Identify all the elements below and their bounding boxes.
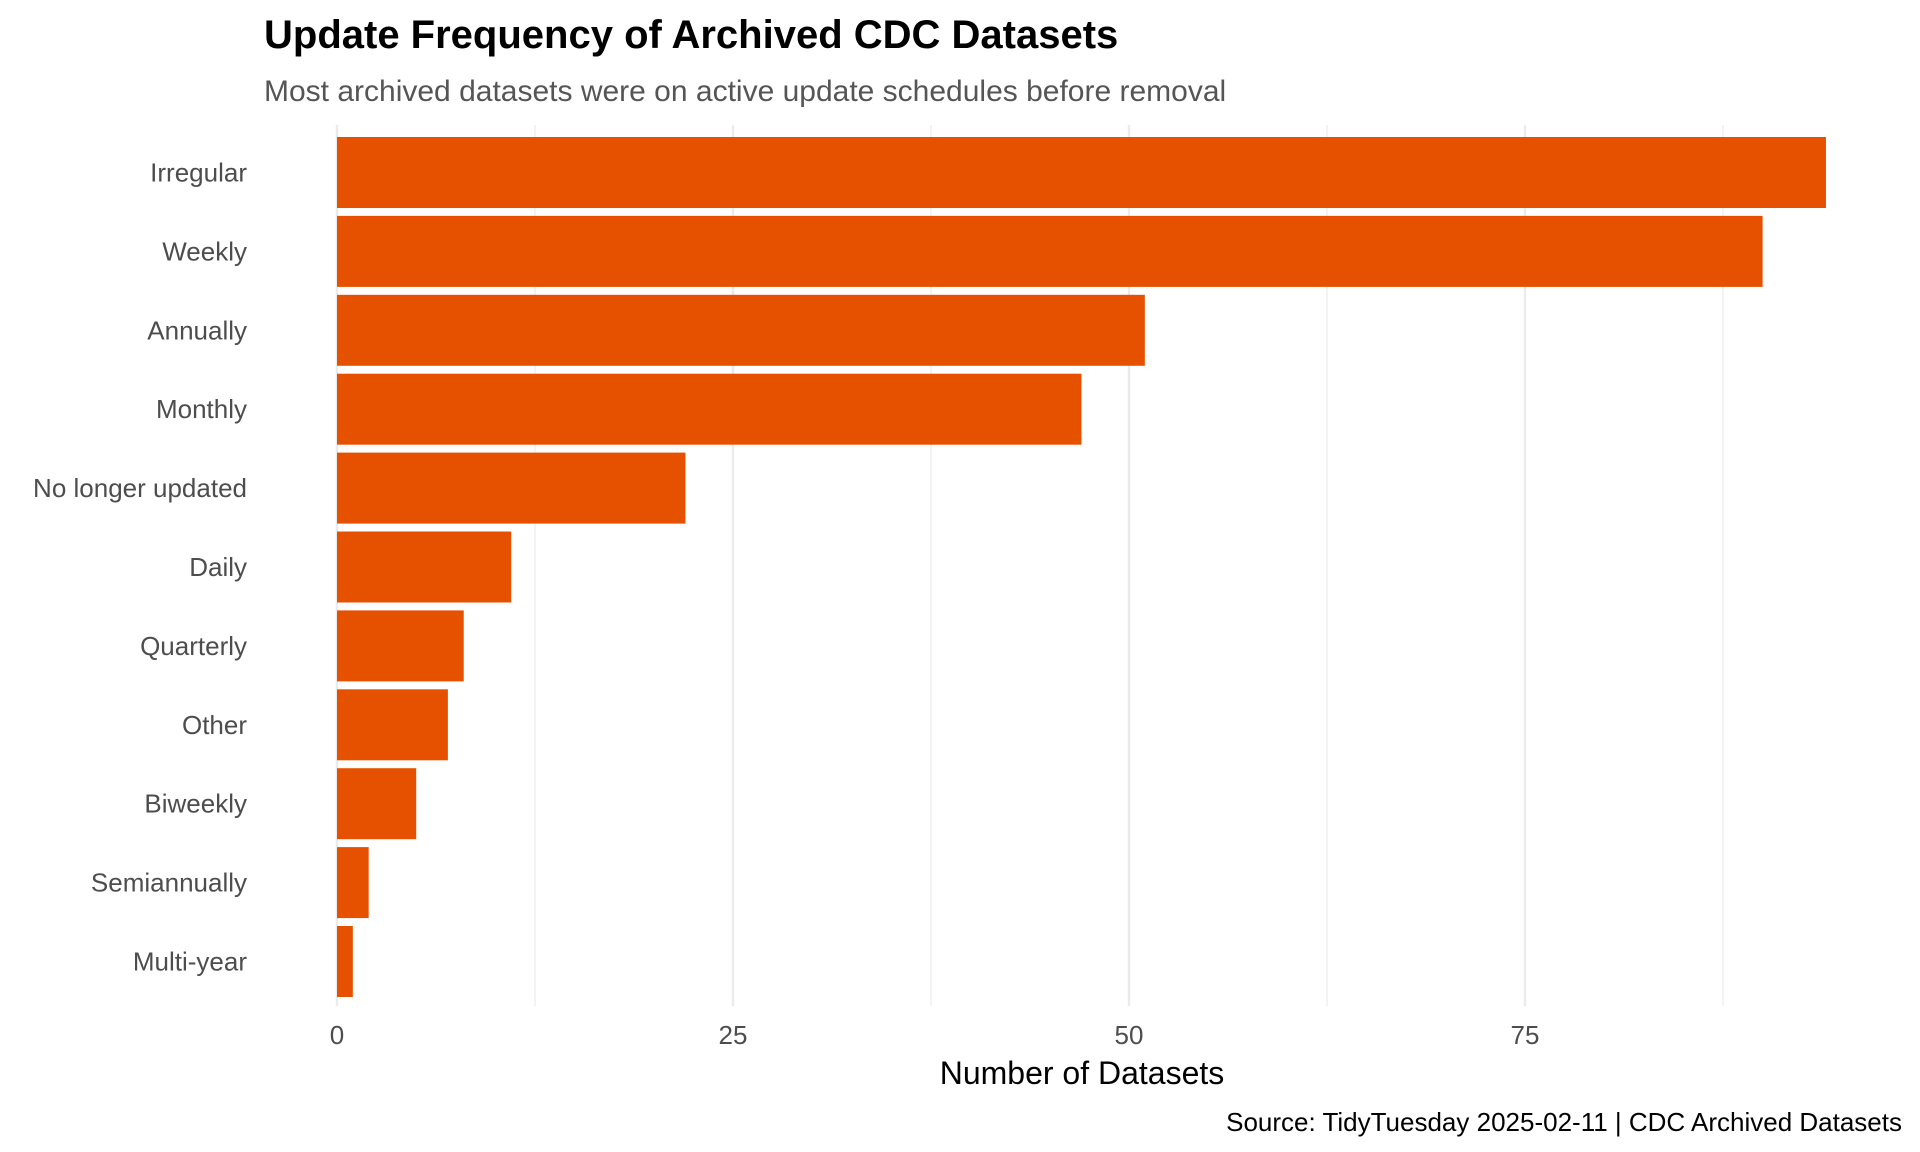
chart-caption: Source: TidyTuesday 2025-02-11 | CDC Arc… (1226, 1107, 1902, 1137)
bar-biweekly (337, 768, 417, 840)
bar-no-longer-updated (337, 452, 686, 524)
y-tick-label: Multi-year (133, 947, 247, 977)
y-tick-label: Weekly (162, 236, 247, 266)
bar-other (337, 689, 448, 761)
x-axis-labels: 0 25 50 75 (330, 1020, 1540, 1050)
y-tick-label: Biweekly (144, 789, 247, 819)
y-tick-label: Semiannually (91, 868, 247, 898)
bar-daily (337, 531, 512, 603)
bars (337, 137, 1826, 997)
y-tick-label: Quarterly (140, 631, 247, 661)
bar-weekly (337, 215, 1763, 287)
y-tick-label: Irregular (150, 158, 247, 188)
bar-irregular (337, 137, 1826, 208)
y-axis-labels: Irregular Weekly Annually Monthly No longer … (33, 158, 247, 977)
x-axis-title: Number of Datasets (940, 1055, 1225, 1091)
x-tick-label: 75 (1511, 1020, 1540, 1050)
y-tick-label: No longer updated (33, 473, 247, 503)
x-tick-label: 0 (330, 1020, 344, 1050)
chart-title: Update Frequency of Archived CDC Dataset… (264, 13, 1118, 57)
x-tick-label: 50 (1115, 1020, 1144, 1050)
bar-annually (337, 294, 1145, 366)
y-tick-label: Monthly (156, 394, 247, 424)
y-tick-label: Other (182, 710, 247, 740)
chart-subtitle: Most archived datasets were on active up… (264, 75, 1226, 108)
bar-multi-year (337, 926, 353, 997)
x-tick-label: 25 (719, 1020, 748, 1050)
bar-semiannually (337, 847, 369, 919)
y-tick-label: Daily (189, 552, 247, 582)
bar-monthly (337, 373, 1082, 445)
bar-quarterly (337, 610, 464, 682)
y-tick-label: Annually (147, 315, 247, 345)
